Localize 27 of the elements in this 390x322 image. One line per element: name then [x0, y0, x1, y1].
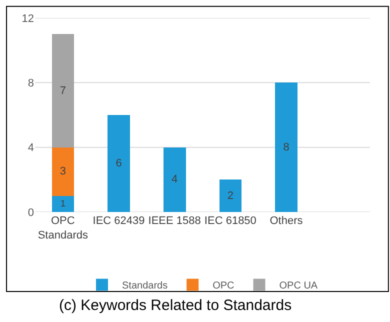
bar [52, 147, 74, 196]
data-label: 2 [227, 190, 234, 202]
y-tick-label: 0 [28, 206, 34, 219]
data-label: 8 [283, 141, 290, 154]
text: (c) Keywords Related to Standards [59, 297, 292, 314]
data-label: 3 [60, 166, 66, 178]
x-tick-label: IEC 62439 [92, 215, 145, 227]
bar [52, 196, 74, 212]
data-label: 6 [116, 158, 122, 170]
data-label: 7 [60, 84, 66, 97]
y-tick-label: 8 [28, 78, 34, 90]
x-tick-label: IEC 61850 [204, 215, 256, 227]
bar [163, 147, 186, 212]
bar [52, 34, 74, 148]
x-tick-label: OPC Standards [38, 215, 88, 242]
bar [108, 115, 130, 212]
legend-label: OPC [212, 280, 234, 292]
data-label: 4 [172, 174, 178, 186]
bar [275, 82, 298, 212]
legend-label: OPC UA [279, 280, 318, 292]
legend-label: Standards [122, 280, 168, 292]
bar [219, 180, 242, 212]
x-tick-label: Others [270, 215, 304, 227]
y-tick-label: 12 [22, 12, 34, 25]
data-label: 1 [60, 198, 66, 208]
x-tick-label: IEEE 1588 [148, 215, 201, 227]
y-tick-label: 4 [28, 142, 34, 154]
